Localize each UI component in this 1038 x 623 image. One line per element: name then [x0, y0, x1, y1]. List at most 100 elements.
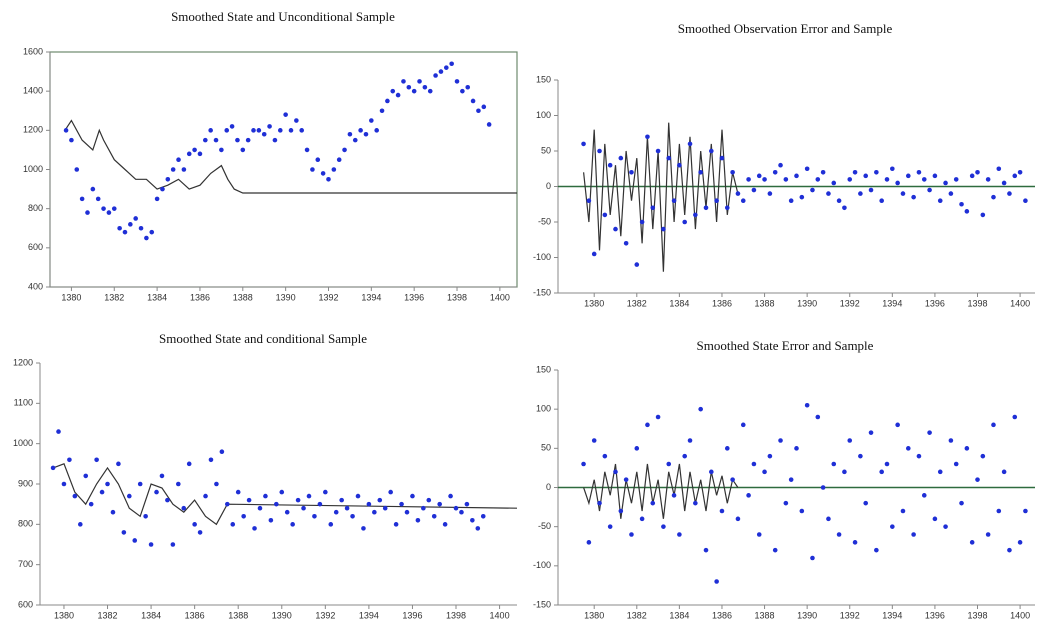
sample-point [438, 69, 444, 74]
sample-point [767, 453, 773, 459]
sample-point [284, 509, 290, 515]
y-tick-label: -50 [538, 216, 551, 226]
sample-point [975, 477, 980, 482]
sample-point [693, 212, 698, 218]
sample-point [328, 522, 334, 527]
sample-point [277, 128, 283, 133]
sample-point [975, 170, 980, 175]
sample-point [1012, 414, 1018, 420]
sample-point [90, 186, 96, 192]
sample-point [762, 469, 767, 475]
sample-point [762, 177, 767, 182]
sample-point [724, 205, 730, 211]
sample-point [290, 522, 295, 527]
x-tick-label: 1390 [797, 610, 817, 620]
sample-point [159, 473, 165, 479]
x-tick-label: 1386 [190, 292, 210, 302]
x-tick-label: 1386 [712, 298, 732, 308]
sample-point [464, 501, 470, 507]
sample-point [344, 505, 350, 511]
sample-point [395, 92, 401, 98]
sample-point [160, 186, 165, 192]
sample-point [214, 481, 219, 487]
sample-point [943, 524, 948, 529]
sample-point [650, 500, 656, 506]
y-tick-label: -100 [533, 560, 551, 570]
sample-point [634, 262, 640, 267]
sample-point [426, 497, 432, 503]
x-tick-label: 1394 [359, 610, 379, 620]
sample-point [154, 489, 159, 495]
sample-point [197, 530, 203, 535]
sample-point [267, 124, 272, 129]
sample-point [1017, 170, 1023, 175]
x-tick-label: 1384 [669, 610, 689, 620]
sample-point [449, 61, 454, 67]
sample-point [996, 166, 1002, 172]
sample-point [804, 402, 810, 408]
sample-point [948, 191, 954, 196]
sample-point [602, 453, 608, 459]
sample-point [437, 501, 442, 507]
x-tick-label: 1382 [627, 610, 647, 620]
sample-point [842, 469, 847, 475]
sample-point [847, 177, 853, 182]
sample-point [88, 501, 94, 507]
sample-point [740, 422, 746, 428]
sample-point [388, 489, 393, 495]
sample-point [333, 509, 339, 515]
sample-point [299, 128, 305, 133]
sample-point [121, 530, 127, 535]
sample-point [301, 505, 306, 511]
x-tick-label: 1396 [925, 298, 945, 308]
sample-point [339, 497, 344, 503]
sample-point [111, 206, 117, 211]
sample-point [581, 461, 586, 467]
sample-point [607, 162, 613, 168]
x-tick-label: 1382 [98, 610, 118, 620]
sample-point [149, 229, 155, 235]
sample-point [399, 501, 404, 507]
sample-point [591, 438, 597, 443]
sample-point [219, 449, 225, 455]
sample-point [261, 131, 267, 137]
sample-point [778, 438, 783, 443]
sample-point [650, 205, 656, 211]
sample-point [618, 508, 624, 514]
sample-point [203, 493, 208, 499]
x-tick-label: 1384 [147, 292, 167, 302]
sample-point [581, 141, 586, 147]
sample-point [629, 532, 634, 537]
sample-point [820, 170, 826, 175]
sample-point [826, 516, 831, 522]
sample-point [63, 128, 69, 133]
sample-point [613, 469, 618, 475]
sample-point [377, 497, 383, 503]
sample-point [916, 453, 922, 459]
sample-point [751, 461, 757, 467]
sample-point [444, 65, 449, 70]
sample-point [709, 148, 714, 154]
x-tick-label: 1398 [447, 292, 467, 302]
chart-title: Smoothed Observation Error and Sample [678, 21, 893, 36]
sample-point [404, 509, 410, 515]
sample-point [148, 542, 154, 547]
sample-point [208, 457, 214, 463]
sample-point [623, 477, 629, 482]
sample-point [985, 532, 991, 537]
sample-point [735, 516, 741, 522]
sample-point [703, 547, 709, 553]
x-tick-label: 1400 [1010, 610, 1030, 620]
sample-point [1007, 547, 1012, 553]
sample-point [94, 457, 99, 463]
sample-point [682, 453, 688, 459]
sample-point [390, 88, 396, 94]
sample-point [778, 162, 783, 168]
sample-point [890, 524, 895, 529]
sample-point [133, 216, 138, 221]
sample-point [186, 461, 192, 467]
sample-point [714, 198, 719, 203]
sample-point [746, 177, 751, 182]
sample-point [385, 98, 390, 104]
sample-point [245, 137, 251, 143]
